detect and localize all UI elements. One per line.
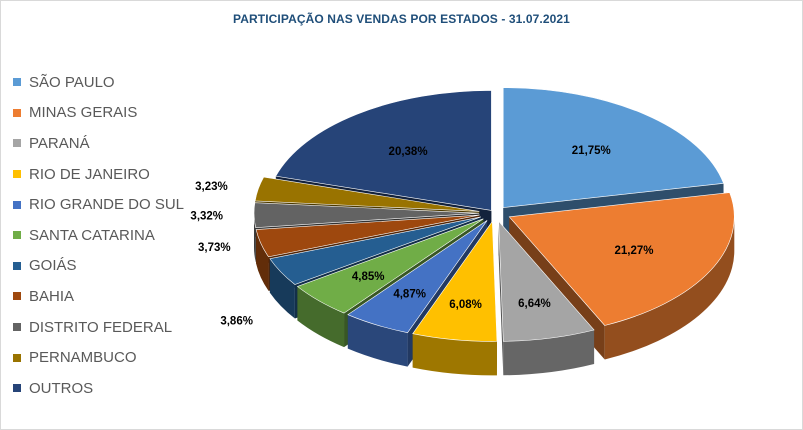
legend-item-santa-catarina: SANTA CATARINA (13, 220, 184, 251)
slice-parana (498, 220, 595, 376)
data-label-rio-de-janeiro: 6,08% (449, 299, 482, 311)
legend-swatch (13, 170, 21, 179)
legend-swatch (13, 292, 21, 301)
legend-label: GOIÁS (29, 257, 77, 275)
legend-label: BAHIA (29, 287, 75, 305)
data-label-parana: 6,64% (518, 298, 551, 310)
data-label-rio-grande-do-sul: 4,87% (393, 289, 426, 301)
data-label-sao-paulo: 21,75% (572, 145, 611, 157)
legend-label: RIO DE JANEIRO (29, 165, 150, 183)
legend-item-outros: OUTROS (13, 373, 184, 404)
data-label-bahia: 3,73% (198, 242, 231, 254)
legend-item-rio-grande-do-sul: RIO GRANDE DO SUL (13, 189, 184, 220)
legend-swatch (13, 261, 21, 270)
legend-item-goias: GOIÁS (13, 251, 184, 282)
legend-label: OUTROS (29, 379, 94, 397)
legend-swatch (13, 384, 21, 393)
legend-swatch (13, 353, 21, 362)
data-label-goias: 3,86% (220, 316, 253, 328)
legend-label: SANTA CATARINA (29, 226, 155, 244)
legend: SÃO PAULO MINAS GERAIS PARANÁ RIO DE JANEIR… (13, 67, 184, 404)
legend-item-minas-gerais: MINAS GERAIS (13, 98, 184, 129)
chart-title: PARTICIPAÇÃO NAS VENDAS POR ESTADOS - 31… (233, 12, 570, 26)
data-label-santa-catarina: 4,85% (352, 271, 385, 283)
legend-label: SÃO PAULO (29, 73, 115, 91)
legend-item-pernambuco: PERNAMBUCO (13, 342, 184, 373)
legend-item-distrito-federal: DISTRITO FEDERAL (13, 312, 184, 343)
legend-item-sao-paulo: SÃO PAULO (13, 67, 184, 98)
data-label-outros: 20,38% (389, 146, 428, 158)
data-label-pernambuco: 3,23% (195, 181, 228, 193)
legend-swatch (13, 231, 21, 240)
legend-label: PERNAMBUCO (29, 349, 137, 367)
legend-item-parana: PARANÁ (13, 128, 184, 159)
legend-item-rio-de-janeiro: RIO DE JANEIRO (13, 159, 184, 190)
legend-swatch (13, 323, 21, 332)
legend-label: RIO GRANDE DO SUL (29, 196, 185, 214)
legend-label: PARANÁ (29, 134, 90, 152)
legend-item-bahia: BAHIA (13, 281, 184, 312)
data-label-minas-gerais: 21,27% (615, 245, 654, 257)
legend-swatch (13, 78, 21, 87)
legend-swatch (13, 139, 21, 148)
legend-swatch (13, 108, 21, 117)
data-label-distrito-federal: 3,32% (190, 210, 223, 222)
legend-swatch (13, 200, 21, 209)
slice-rio-de-janeiro (412, 220, 498, 376)
legend-label: MINAS GERAIS (29, 104, 138, 122)
legend-label: DISTRITO FEDERAL (29, 318, 173, 336)
